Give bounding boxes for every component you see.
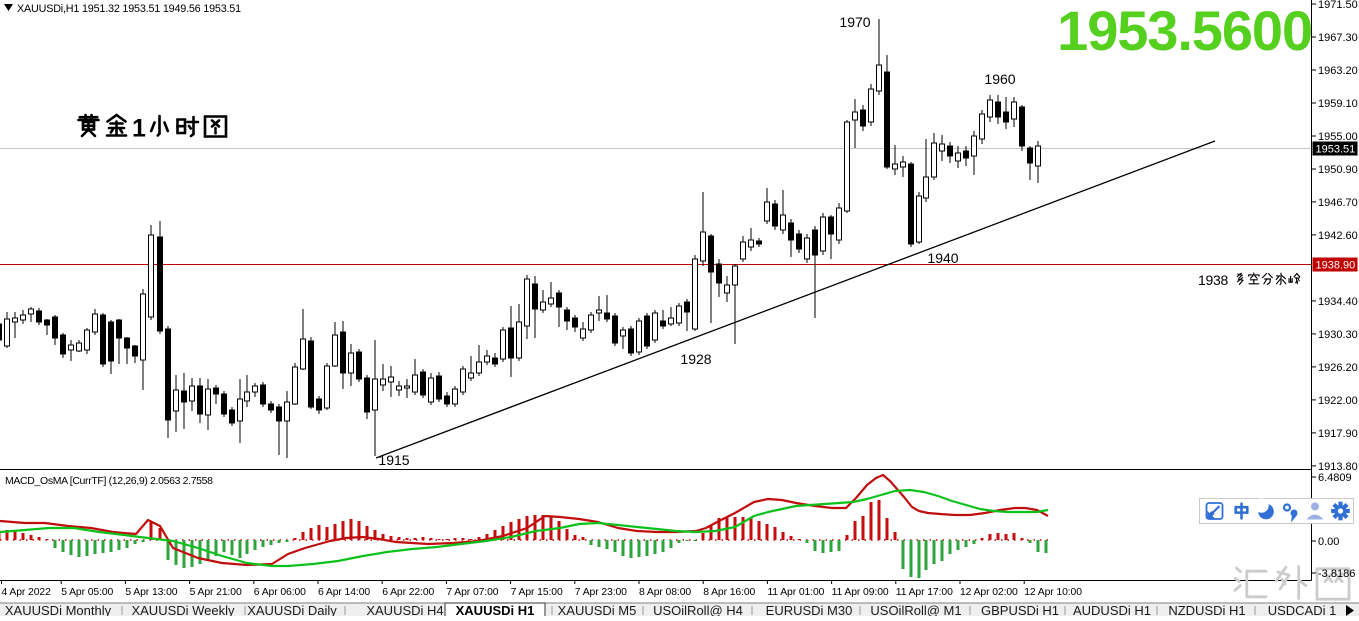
svg-text:5 Apr 13:00: 5 Apr 13:00 — [125, 587, 177, 598]
svg-text:11 Apr 01:00: 11 Apr 01:00 — [767, 587, 824, 598]
svg-text:1946.70: 1946.70 — [1318, 197, 1358, 209]
svg-text:1922.00: 1922.00 — [1318, 395, 1358, 407]
svg-text:MACD_OsMA [CurrTF] (12,26,9) 2: MACD_OsMA [CurrTF] (12,26,9) 2.0563 2.75… — [5, 475, 213, 487]
svg-text:XAUUSDi Daily: XAUUSDi Daily — [247, 603, 337, 616]
svg-text:7 Apr 07:00: 7 Apr 07:00 — [446, 587, 498, 598]
svg-text:1970: 1970 — [839, 14, 870, 30]
svg-text:XAUUSDi,H1 1951.32 1953.51 19: XAUUSDi,H1 1951.32 1953.51 1949.56 1953.… — [17, 3, 241, 15]
svg-text:1971.50: 1971.50 — [1318, 0, 1358, 11]
svg-text:8 Apr 08:00: 8 Apr 08:00 — [639, 587, 691, 598]
svg-text:USOilRoll@ H4: USOilRoll@ H4 — [653, 603, 743, 616]
svg-text:XAUUSDi M5: XAUUSDi M5 — [558, 603, 637, 616]
svg-text:NZDUSDi H1: NZDUSDi H1 — [1168, 603, 1245, 616]
svg-text:1959.10: 1959.10 — [1318, 98, 1358, 110]
svg-text:8 Apr 16:00: 8 Apr 16:00 — [703, 587, 755, 598]
svg-text:1967.30: 1967.30 — [1318, 32, 1358, 44]
svg-text:1960: 1960 — [984, 71, 1015, 87]
svg-text:1934.40: 1934.40 — [1318, 296, 1358, 308]
svg-text:XAUUSDi Weekly: XAUUSDi Weekly — [131, 603, 235, 616]
svg-text:5 Apr 05:00: 5 Apr 05:00 — [61, 587, 113, 598]
svg-text:1953.5600: 1953.5600 — [1057, 0, 1312, 62]
svg-text:5 Apr 21:00: 5 Apr 21:00 — [190, 587, 242, 598]
svg-text:7 Apr 15:00: 7 Apr 15:00 — [511, 587, 563, 598]
svg-text:1930.30: 1930.30 — [1318, 329, 1358, 341]
svg-text:1928: 1928 — [680, 351, 711, 367]
svg-text:0.00: 0.00 — [1318, 536, 1339, 548]
svg-text:6 Apr 22:00: 6 Apr 22:00 — [382, 587, 434, 598]
svg-text:1940: 1940 — [927, 250, 958, 266]
svg-text:XAUUSDi Monthly: XAUUSDi Monthly — [5, 603, 112, 616]
svg-text:XAUUSDi H4: XAUUSDi H4 — [366, 603, 443, 616]
svg-text:1942.60: 1942.60 — [1318, 230, 1358, 242]
svg-text:1955.00: 1955.00 — [1318, 131, 1358, 143]
svg-text:XAUUSDi H1: XAUUSDi H1 — [456, 603, 535, 616]
svg-text:1917.90: 1917.90 — [1318, 428, 1358, 440]
svg-text:1938: 1938 — [1198, 272, 1228, 288]
svg-text:7 Apr 23:00: 7 Apr 23:00 — [575, 587, 627, 598]
svg-text:1938.90: 1938.90 — [1316, 260, 1356, 272]
svg-text:4 Apr 2022: 4 Apr 2022 — [2, 587, 52, 598]
svg-text:USDCADi 1: USDCADi 1 — [1268, 603, 1337, 616]
svg-text:AUDUSDi H1: AUDUSDi H1 — [1073, 603, 1151, 616]
svg-text:12 Apr 10:00: 12 Apr 10:00 — [1024, 587, 1082, 598]
svg-text:USOilRoll@ M1: USOilRoll@ M1 — [870, 603, 961, 616]
svg-text:11 Apr 17:00: 11 Apr 17:00 — [896, 587, 953, 598]
svg-text:1963.20: 1963.20 — [1318, 65, 1358, 77]
svg-text:6 Apr 14:00: 6 Apr 14:00 — [318, 587, 370, 598]
svg-text:6.4809: 6.4809 — [1318, 472, 1352, 484]
svg-text:6 Apr 06:00: 6 Apr 06:00 — [254, 587, 306, 598]
svg-text:11 Apr 09:00: 11 Apr 09:00 — [832, 587, 889, 598]
svg-text:-3.8186: -3.8186 — [1318, 568, 1355, 580]
svg-text:EURUSDi M30: EURUSDi M30 — [766, 603, 853, 616]
svg-text:12 Apr 02:00: 12 Apr 02:00 — [960, 587, 1018, 598]
svg-text:1950.90: 1950.90 — [1318, 164, 1358, 176]
svg-text:GBPUSDi H1: GBPUSDi H1 — [981, 603, 1059, 616]
svg-text:1915: 1915 — [378, 452, 409, 468]
svg-text:1926.20: 1926.20 — [1318, 362, 1358, 374]
svg-text:1953.51: 1953.51 — [1316, 144, 1356, 156]
svg-text:1913.80: 1913.80 — [1318, 461, 1358, 473]
svg-text:1: 1 — [132, 115, 146, 143]
